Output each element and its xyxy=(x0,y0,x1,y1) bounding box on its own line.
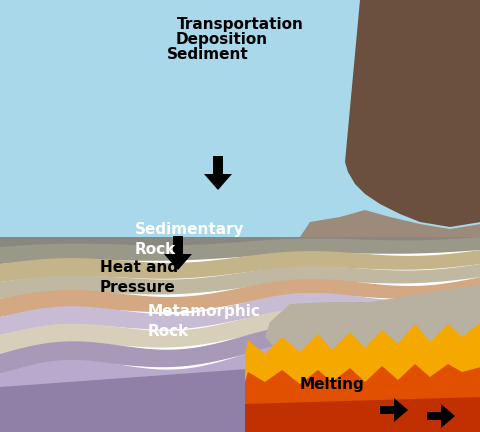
Polygon shape xyxy=(164,236,192,270)
Polygon shape xyxy=(244,397,480,432)
Polygon shape xyxy=(0,237,480,264)
Polygon shape xyxy=(0,264,480,299)
Polygon shape xyxy=(0,290,480,335)
Polygon shape xyxy=(0,320,480,374)
Polygon shape xyxy=(0,250,480,282)
Polygon shape xyxy=(379,398,407,422)
Polygon shape xyxy=(264,284,480,362)
Polygon shape xyxy=(0,304,480,354)
Polygon shape xyxy=(426,404,454,428)
Polygon shape xyxy=(244,364,480,432)
Polygon shape xyxy=(0,337,480,397)
Text: Deposition: Deposition xyxy=(176,32,267,47)
Polygon shape xyxy=(0,352,480,432)
Polygon shape xyxy=(344,0,480,227)
Text: Melting: Melting xyxy=(300,377,364,392)
Text: Transportation: Transportation xyxy=(176,17,303,32)
Polygon shape xyxy=(244,322,480,432)
Polygon shape xyxy=(300,210,480,237)
Text: Metamorphic
Rock: Metamorphic Rock xyxy=(148,304,260,339)
Polygon shape xyxy=(0,0,480,242)
Text: Sediment: Sediment xyxy=(167,47,248,62)
Polygon shape xyxy=(0,277,480,317)
Text: Sedimentary
Rock: Sedimentary Rock xyxy=(135,222,244,257)
Polygon shape xyxy=(204,156,231,190)
Polygon shape xyxy=(0,382,480,432)
Polygon shape xyxy=(0,237,480,247)
Text: Heat and
Pressure: Heat and Pressure xyxy=(100,260,178,295)
